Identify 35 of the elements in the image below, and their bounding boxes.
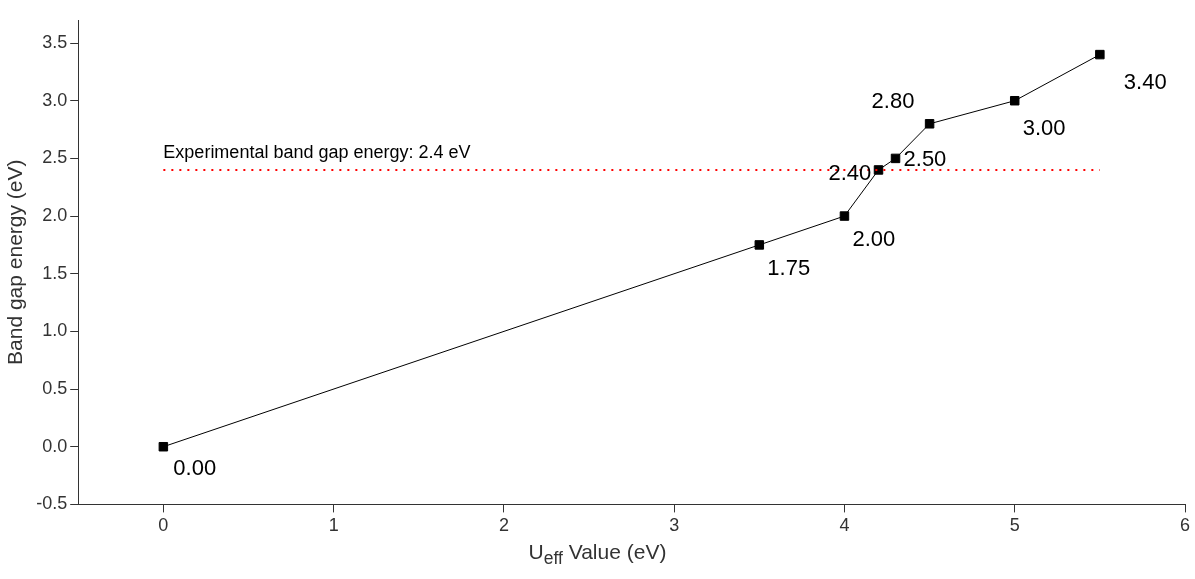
point xyxy=(754,240,765,250)
y-tick-label: 2.0 xyxy=(42,205,68,226)
point xyxy=(890,153,901,164)
data-label: 2.50 xyxy=(903,146,947,172)
point xyxy=(1009,95,1020,106)
data-label: 2.00 xyxy=(852,226,896,252)
x-tick-label: 5 xyxy=(1009,515,1020,536)
x-axis-title: U$_{eff}$ Value (eV) xyxy=(527,540,668,570)
y-tick-label: 3.0 xyxy=(42,89,68,110)
x-tick-label: 2 xyxy=(498,515,509,536)
y-tick-label: 1.5 xyxy=(42,262,68,283)
x-tick-label: 3 xyxy=(669,515,680,536)
y-tick-label: 0.5 xyxy=(42,378,68,399)
x-tick-label: 0 xyxy=(158,515,169,536)
y-tick-label: 0.0 xyxy=(42,435,68,456)
y-axis-title: Band gap energy (eV) xyxy=(3,159,27,365)
y-tick-label: 3.5 xyxy=(42,32,68,53)
y-tick-label: -0.5 xyxy=(36,493,68,514)
x-tick-label: 6 xyxy=(1179,515,1191,536)
y-tick-label: 1.0 xyxy=(42,320,68,341)
y-tick-label: 2.5 xyxy=(42,147,68,168)
point xyxy=(924,119,935,129)
x-tick-label: 4 xyxy=(839,515,850,536)
point xyxy=(1095,49,1105,60)
data-label: 2.40 xyxy=(828,160,872,185)
data-label: 0.00 xyxy=(173,454,217,480)
data-label: 2.80 xyxy=(871,87,915,113)
x-tick-label: 1 xyxy=(328,515,339,536)
point xyxy=(873,165,884,175)
data-label: 3.40 xyxy=(1123,68,1167,94)
point xyxy=(158,441,169,452)
data-label: 3.00 xyxy=(1022,114,1066,140)
data-label: 1.75 xyxy=(767,254,811,280)
point xyxy=(839,211,850,221)
ref-line-label: Experimental band gap energy: 2.4 eV xyxy=(163,141,471,162)
